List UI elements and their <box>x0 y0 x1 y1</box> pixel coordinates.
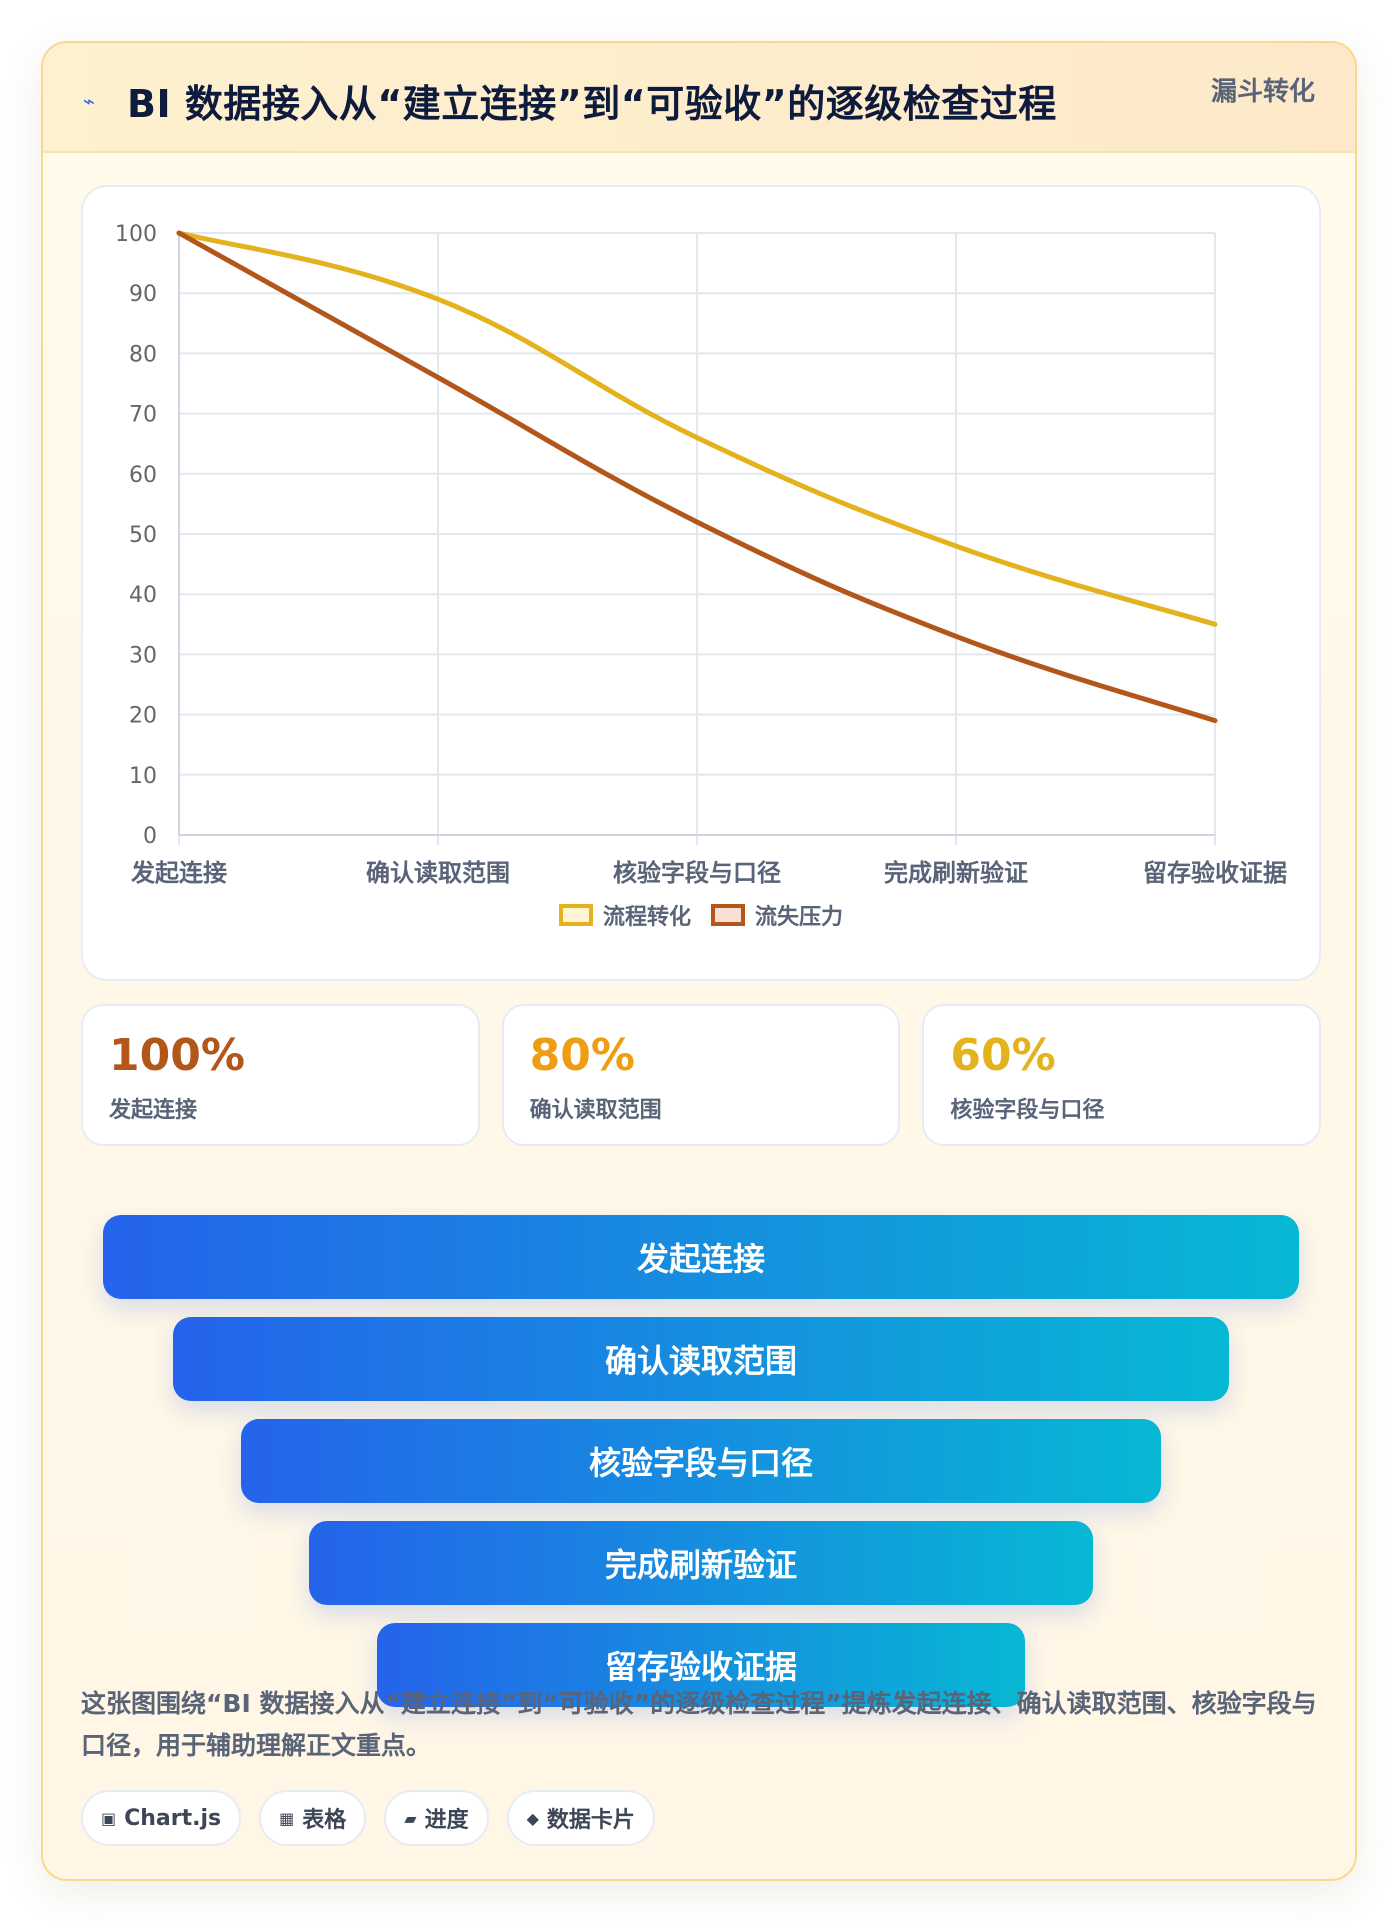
stat-cards: 100% 发起连接 80% 确认读取范围 60% 核验字段与口径 <box>81 1004 1322 1146</box>
chip-label-2: 进度 <box>424 1808 469 1833</box>
stat-card-0: 100% 发起连接 <box>81 1004 480 1146</box>
x-tick-label-2: 核验字段与口径 <box>613 859 781 887</box>
legend-swatch-1 <box>711 904 745 926</box>
y-tick-label-3: 30 <box>129 643 157 668</box>
legend-item-0[interactable]: 流程转化 <box>558 899 691 931</box>
tag-chips: ▣ Chart.js ▦ 表格 ▰ 进度 ◆ 数据卡片 <box>81 1790 655 1846</box>
funnel-stage-3: 完成刷新验证 <box>309 1521 1093 1605</box>
progress-icon: ▰ <box>404 1808 417 1828</box>
x-tick-label-0: 发起连接 <box>130 859 227 887</box>
chip-chartjs[interactable]: ▣ Chart.js <box>81 1790 242 1846</box>
lightning-icon: ⌁ <box>83 89 96 113</box>
chip-table[interactable]: ▦ 表格 <box>259 1790 367 1846</box>
y-tick-label-7: 70 <box>129 403 157 428</box>
chip-label-1: 表格 <box>302 1808 347 1833</box>
header-tag: 漏斗转化 <box>1210 77 1315 107</box>
stat-label-0: 发起连接 <box>109 1098 198 1123</box>
y-tick-label-1: 10 <box>129 764 157 789</box>
figure-card: ⌁ BI 数据接入从“建立连接”到“可验收”的逐级检查过程 漏斗转化 0 10 20… <box>41 41 1357 1881</box>
y-tick-label-10: 100 <box>115 222 157 247</box>
legend-label-1: 流失压力 <box>755 905 844 930</box>
funnel: 发起连接 确认读取范围 核验字段与口径 完成刷新验证 留存验收证据 <box>43 1173 1355 1707</box>
y-tick-label-9: 90 <box>129 282 157 307</box>
stat-label-1: 确认读取范围 <box>529 1098 662 1123</box>
y-tick-label-8: 80 <box>129 342 157 367</box>
series-line-0 <box>176 230 1218 627</box>
card-header: ⌁ BI 数据接入从“建立连接”到“可验收”的逐级检查过程 漏斗转化 <box>43 43 1355 153</box>
stat-card-1: 80% 确认读取范围 <box>501 1004 901 1146</box>
stat-card-2: 60% 核验字段与口径 <box>922 1004 1322 1146</box>
series-line-1 <box>176 230 1218 724</box>
x-tick-label-1: 确认读取范围 <box>366 859 510 887</box>
stat-value-1: 80% <box>529 1030 635 1081</box>
stat-value-2: 60% <box>950 1030 1056 1081</box>
stat-value-0: 100% <box>109 1030 245 1081</box>
y-tick-label-0: 0 <box>143 824 157 849</box>
y-tick-label-6: 60 <box>129 463 157 488</box>
funnel-stage-2: 核验字段与口径 <box>241 1419 1161 1503</box>
chip-progress[interactable]: ▰ 进度 <box>384 1790 489 1846</box>
funnel-stage-0: 发起连接 <box>103 1215 1299 1299</box>
legend-swatch-0 <box>558 904 593 926</box>
funnel-stage-1: 确认读取范围 <box>173 1317 1229 1401</box>
y-tick-label-4: 40 <box>129 583 157 608</box>
y-tick-label-2: 20 <box>129 704 157 729</box>
page-title: BI 数据接入从“建立连接”到“可验收”的逐级检查过程 <box>127 82 1057 126</box>
chart-icon: ▣ <box>101 1808 117 1828</box>
caption-text: 这张图围绕“BI 数据接入从“建立连接”到“可验收”的逐级检查过程”提炼发起连接… <box>81 1689 1317 1760</box>
stat-label-2: 核验字段与口径 <box>950 1098 1105 1123</box>
y-tick-label-5: 50 <box>129 523 157 548</box>
table-icon: ▦ <box>279 1808 295 1828</box>
chart-legend: 流程转化 流失压力 <box>83 899 1319 931</box>
x-tick-label-4: 留存验收证据 <box>1143 859 1287 887</box>
funnel-stage-4: 留存验收证据 <box>377 1623 1025 1707</box>
chip-label-3: 数据卡片 <box>546 1808 635 1833</box>
line-chart: 0 10 20 30 40 50 60 70 80 90 100 发起连接 确认读取范围 核验字段与口径 完… <box>115 222 1287 887</box>
line-chart-panel: 0 10 20 30 40 50 60 70 80 90 100 发起连接 确认读取范围 核验字段与口径 完… <box>81 185 1321 981</box>
chip-label-0: Chart.js <box>124 1805 222 1831</box>
chip-data-card[interactable]: ◆ 数据卡片 <box>506 1790 655 1846</box>
x-tick-label-3: 完成刷新验证 <box>884 859 1028 887</box>
legend-item-1[interactable]: 流失压力 <box>711 899 843 931</box>
data-card-icon: ◆ <box>526 1808 539 1828</box>
legend-label-0: 流程转化 <box>602 905 691 930</box>
